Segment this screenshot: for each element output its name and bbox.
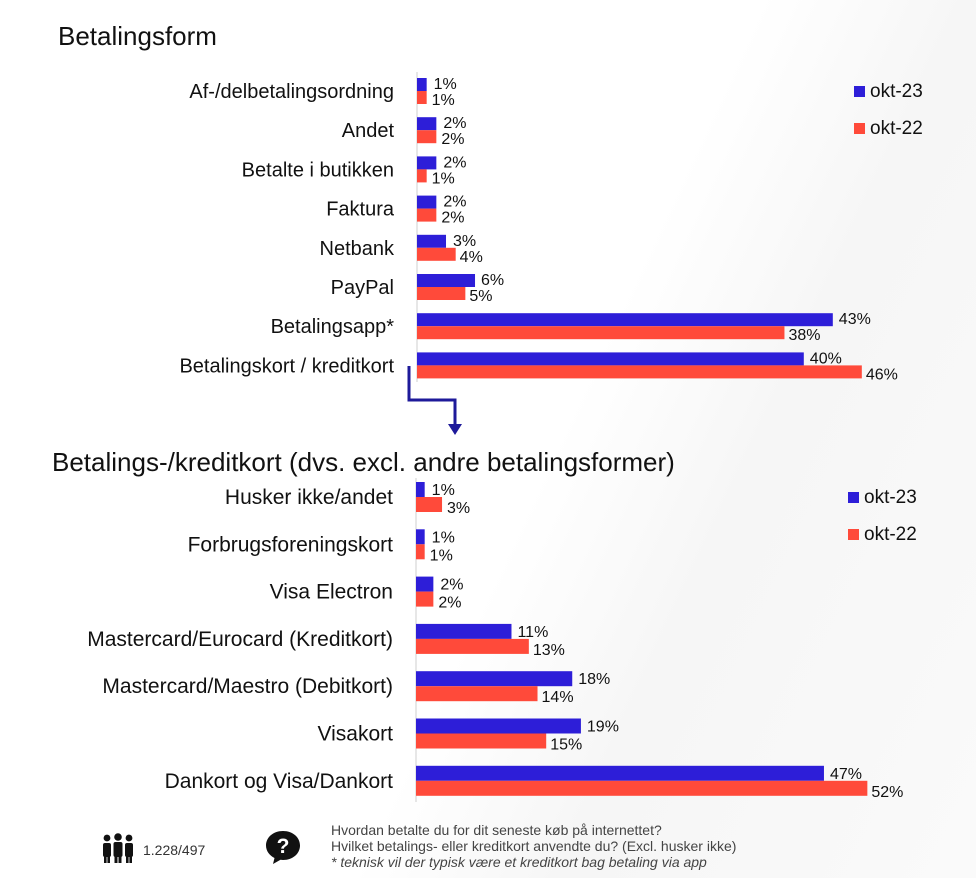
value-label-okt-23-andet: 2%: [443, 115, 466, 132]
value-label-okt-23-husker-ikke-andet: 1%: [432, 482, 455, 499]
value-label-okt-23-mastercard-maestro-debitkort: 18%: [578, 671, 610, 688]
category-label-visa-electron: Visa Electron: [270, 581, 393, 604]
category-label-netbank: Netbank: [320, 238, 395, 260]
value-label-okt-22-dankort-og-visa-dankort: 52%: [871, 784, 903, 801]
value-label-okt-22-betalte-i-butikken: 1%: [432, 170, 455, 187]
value-label-okt-23-mastercard-eurocard-kreditkort: 11%: [517, 624, 548, 641]
value-label-okt-23-visakort: 19%: [587, 719, 619, 736]
chart-title-betalingsform: Betalingsform: [58, 21, 217, 51]
bar-okt-22-paypal: [417, 287, 466, 300]
people-group-icon: [103, 833, 133, 863]
category-label-betalingsapp: Betalingsapp*: [271, 316, 395, 338]
category-label-forbrugsforeningskort: Forbrugsforeningskort: [188, 533, 394, 556]
bar-okt-22-betalingskort-kreditkort: [417, 365, 862, 379]
bar-okt-23-betalingskort-kreditkort: [417, 352, 804, 366]
legend-swatch-okt-23: [854, 86, 865, 97]
bar-okt-23-betalte-i-butikken: [417, 156, 437, 170]
legend-swatch-okt-23: [848, 492, 859, 503]
question-bubble-icon: ?: [266, 831, 300, 864]
bar-okt-23-mastercard-maestro-debitkort: [416, 671, 573, 687]
bar-okt-22-mastercard-maestro-debitkort: [416, 686, 538, 702]
legend-label-okt-23: okt-23: [864, 487, 917, 508]
category-label-betalingskort-kreditkort: Betalingskort / kreditkort: [179, 355, 394, 377]
bar-okt-22-visa-electron: [416, 591, 434, 607]
value-label-okt-23-paypal: 6%: [481, 272, 504, 289]
chart-betalingsform: Af-/delbetalingsordning 1%1%Andet 2%2%Beta…: [179, 72, 923, 383]
legend-swatch-okt-22: [848, 529, 859, 540]
category-label-paypal: PayPal: [331, 277, 394, 299]
value-label-okt-22-visa-electron: 2%: [438, 595, 461, 612]
bar-okt-22-betalte-i-butikken: [417, 169, 427, 183]
category-label-mastercard-maestro-debitkort: Mastercard/Maestro (Debitkort): [102, 675, 393, 698]
bar-okt-22-betalingsapp: [417, 326, 785, 340]
value-label-okt-23-af-delbetalingsordning: 1%: [434, 76, 457, 93]
bar-okt-22-netbank: [417, 247, 456, 261]
value-label-okt-23-netbank: 3%: [453, 233, 476, 250]
bar-okt-22-af-delbetalingsordning: [417, 91, 427, 104]
bar-okt-22-faktura: [417, 208, 437, 222]
value-label-okt-22-netbank: 4%: [460, 249, 483, 266]
bar-okt-23-faktura: [417, 195, 437, 209]
category-label-mastercard-eurocard-kreditkort: Mastercard/Eurocard (Kreditkort): [87, 628, 393, 651]
bar-okt-23-af-delbetalingsordning: [417, 78, 427, 91]
value-label-okt-22-mastercard-maestro-debitkort: 14%: [542, 689, 574, 706]
bar-okt-23-visakort: [416, 718, 581, 734]
footer-questions: Hvordan betalte du for dit seneste køb p…: [331, 822, 736, 870]
category-label-faktura: Faktura: [326, 199, 395, 221]
value-label-okt-23-betalte-i-butikken: 2%: [443, 154, 466, 171]
bar-okt-23-husker-ikke-andet: [416, 482, 425, 497]
category-label-betalte-i-butikken: Betalte i butikken: [242, 159, 394, 181]
value-label-okt-22-betalingskort-kreditkort: 46%: [866, 366, 898, 383]
bar-okt-23-betalingsapp: [417, 313, 833, 327]
bar-okt-22-dankort-og-visa-dankort: [416, 780, 868, 796]
value-label-okt-22-mastercard-eurocard-kreditkort: 13%: [533, 642, 565, 659]
legend-label-okt-23: okt-23: [870, 81, 923, 102]
value-label-okt-22-andet: 2%: [441, 131, 464, 148]
bar-okt-23-andet: [417, 117, 437, 131]
connector-arrow: [407, 366, 457, 426]
bar-okt-23-mastercard-eurocard-kreditkort: [416, 623, 512, 639]
bar-okt-23-visa-electron: [416, 576, 434, 592]
category-label-husker-ikke-andet: Husker ikke/andet: [225, 486, 393, 509]
bar-okt-23-forbrugsforeningskort: [416, 529, 425, 545]
category-label-af-delbetalingsordning: Af-/delbetalingsordning: [189, 81, 394, 103]
value-label-okt-23-faktura: 2%: [443, 194, 466, 211]
bar-okt-23-paypal: [417, 274, 476, 287]
legend-swatch-okt-22: [854, 123, 865, 134]
value-label-okt-23-dankort-og-visa-dankort: 47%: [830, 766, 862, 783]
bar-okt-22-mastercard-eurocard-kreditkort: [416, 638, 529, 654]
bar-okt-22-andet: [417, 130, 437, 144]
value-label-okt-23-betalingsapp: 43%: [839, 311, 871, 328]
chart-kreditkort: Husker ikke/andet 1%3%Forbrugsforeningsko…: [87, 478, 917, 802]
legend-label-okt-22: okt-22: [864, 524, 917, 545]
value-label-okt-23-visa-electron: 2%: [440, 577, 463, 594]
value-label-okt-22-husker-ikke-andet: 3%: [447, 500, 470, 517]
bar-okt-23-dankort-og-visa-dankort: [416, 765, 824, 781]
value-label-okt-22-faktura: 2%: [441, 210, 464, 227]
value-label-okt-23-forbrugsforeningskort: 1%: [432, 529, 455, 546]
value-label-okt-22-visakort: 15%: [550, 737, 582, 754]
bar-okt-22-visakort: [416, 733, 547, 749]
value-label-okt-22-paypal: 5%: [469, 288, 492, 305]
charts-canvas: Betalingsform Betalings-/kreditkort (dvs…: [52, 21, 923, 802]
footnote: * teknisk vil der typisk være et kreditk…: [331, 854, 707, 870]
value-label-okt-22-betalingsapp: 38%: [788, 327, 820, 344]
category-label-andet: Andet: [342, 120, 395, 142]
legend-label-okt-22: okt-22: [870, 118, 923, 139]
sample-size: 1.228/497: [143, 842, 206, 858]
value-label-okt-23-betalingskort-kreditkort: 40%: [810, 350, 842, 367]
connector-arrow-head: [448, 424, 462, 435]
svg-text:?: ?: [277, 835, 290, 858]
value-label-okt-22-af-delbetalingsordning: 1%: [432, 92, 455, 109]
category-label-dankort-og-visa-dankort: Dankort og Visa/Dankort: [165, 770, 394, 793]
category-label-visakort: Visakort: [318, 723, 394, 746]
value-label-okt-22-forbrugsforeningskort: 1%: [430, 547, 453, 564]
chart-title-kreditkort: Betalings-/kreditkort (dvs. excl. andre …: [52, 447, 675, 477]
bar-okt-22-forbrugsforeningskort: [416, 544, 425, 560]
bar-okt-22-husker-ikke-andet: [416, 497, 443, 512]
bar-okt-23-netbank: [417, 234, 447, 248]
question-1: Hvordan betalte du for dit seneste køb p…: [331, 822, 662, 838]
question-2: Hvilket betalings- eller kreditkort anve…: [331, 838, 737, 854]
